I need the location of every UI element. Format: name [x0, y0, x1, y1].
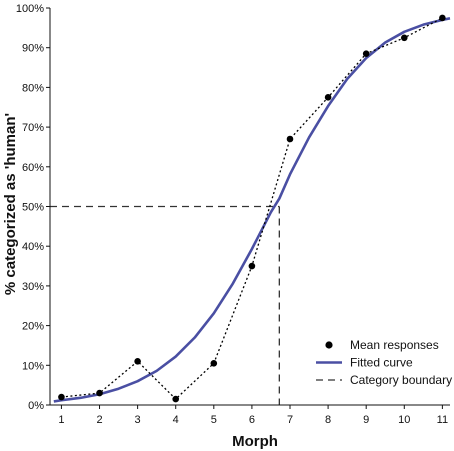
mean-response-point: [134, 358, 141, 365]
legend-label-fitted: Fitted curve: [350, 356, 413, 370]
mean-response-point: [439, 14, 446, 22]
mean-response-point: [58, 393, 65, 401]
mean-layer: [58, 14, 446, 403]
legend: Mean responses Fitted curve Category bound…: [316, 338, 452, 387]
x-tick-label: 1: [58, 414, 64, 426]
fitted-curve-line: [53, 17, 451, 403]
mean-response-point: [210, 360, 218, 367]
x-tick-label: 5: [211, 414, 217, 426]
mean-response-point: [400, 34, 408, 42]
y-tick-label: 40%: [22, 241, 44, 253]
mean-response-point: [324, 94, 332, 101]
x-tick-label: 8: [325, 414, 331, 426]
axes-layer: 0% 10% 20% 30% 40% 50% 60% 70% 80% 90% 100% 1 2 3 4 5 6 7…: [16, 3, 450, 426]
y-tick-label: 10%: [22, 360, 44, 372]
mean-response-point: [172, 395, 180, 403]
x-axis-title: Morph: [232, 433, 278, 450]
boundary-layer: [50, 205, 280, 405]
x-tick-label: 7: [287, 414, 293, 426]
x-tick-label: 9: [363, 414, 369, 426]
fitted-layer: [53, 17, 451, 403]
mean-response-point: [96, 389, 103, 397]
x-tick-label: 4: [173, 414, 179, 426]
mean-response-point: [248, 262, 256, 270]
legend-label-boundary: Category boundary: [350, 373, 452, 387]
y-tick-label: 20%: [22, 321, 44, 333]
x-tick-label: 11: [437, 414, 448, 426]
legend-marker-mean: [325, 341, 333, 349]
y-tick-label: 50%: [22, 202, 44, 214]
y-tick-label: 60%: [22, 162, 44, 174]
y-tick-label: 100%: [16, 3, 44, 15]
mean-response-point: [286, 135, 294, 143]
y-tick-label: 90%: [22, 43, 44, 55]
x-tick-label: 3: [135, 414, 141, 426]
y-tick-label: 80%: [22, 82, 44, 94]
y-tick-label: 30%: [22, 281, 44, 293]
legend-label-mean: Mean responses: [350, 338, 439, 352]
y-tick-label: 0%: [28, 400, 44, 412]
x-tick-label: 2: [96, 414, 102, 426]
mean-response-point: [362, 50, 370, 57]
x-tick-label: 6: [249, 414, 255, 426]
y-tick-label: 70%: [22, 122, 44, 134]
x-tick-label: 10: [398, 414, 410, 426]
y-axis-title: % categorized as 'human': [2, 113, 19, 295]
